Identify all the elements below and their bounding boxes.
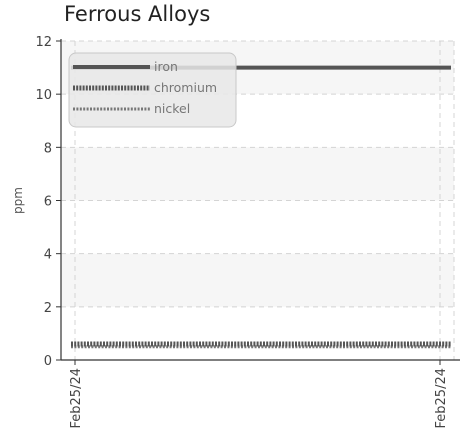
grid-band [61, 147, 454, 201]
y-tick-label: 12 [35, 35, 52, 50]
legend-label-iron: iron [154, 59, 178, 74]
y-axis-title: ppm [11, 187, 25, 214]
legend-label-chromium: chromium [154, 80, 217, 95]
legend[interactable]: iron chromium nickel [68, 52, 237, 128]
y-tick-label: 4 [44, 248, 52, 263]
axes: 0 2 4 6 8 10 12 Feb25/24 Feb25/24 ppm [11, 35, 460, 428]
y-tick-label: 8 [44, 141, 52, 156]
y-tick-label: 2 [44, 301, 52, 316]
chart-title: Ferrous Alloys [64, 2, 211, 26]
x-tick-label: Feb25/24 [69, 368, 84, 428]
y-tick-label: 0 [44, 354, 52, 369]
grid-band [61, 253, 454, 307]
legend-label-nickel: nickel [154, 101, 190, 116]
x-tick-label: Feb25/24 [434, 368, 449, 428]
y-tick-label: 6 [44, 195, 52, 210]
y-tick-label: 10 [35, 88, 52, 103]
